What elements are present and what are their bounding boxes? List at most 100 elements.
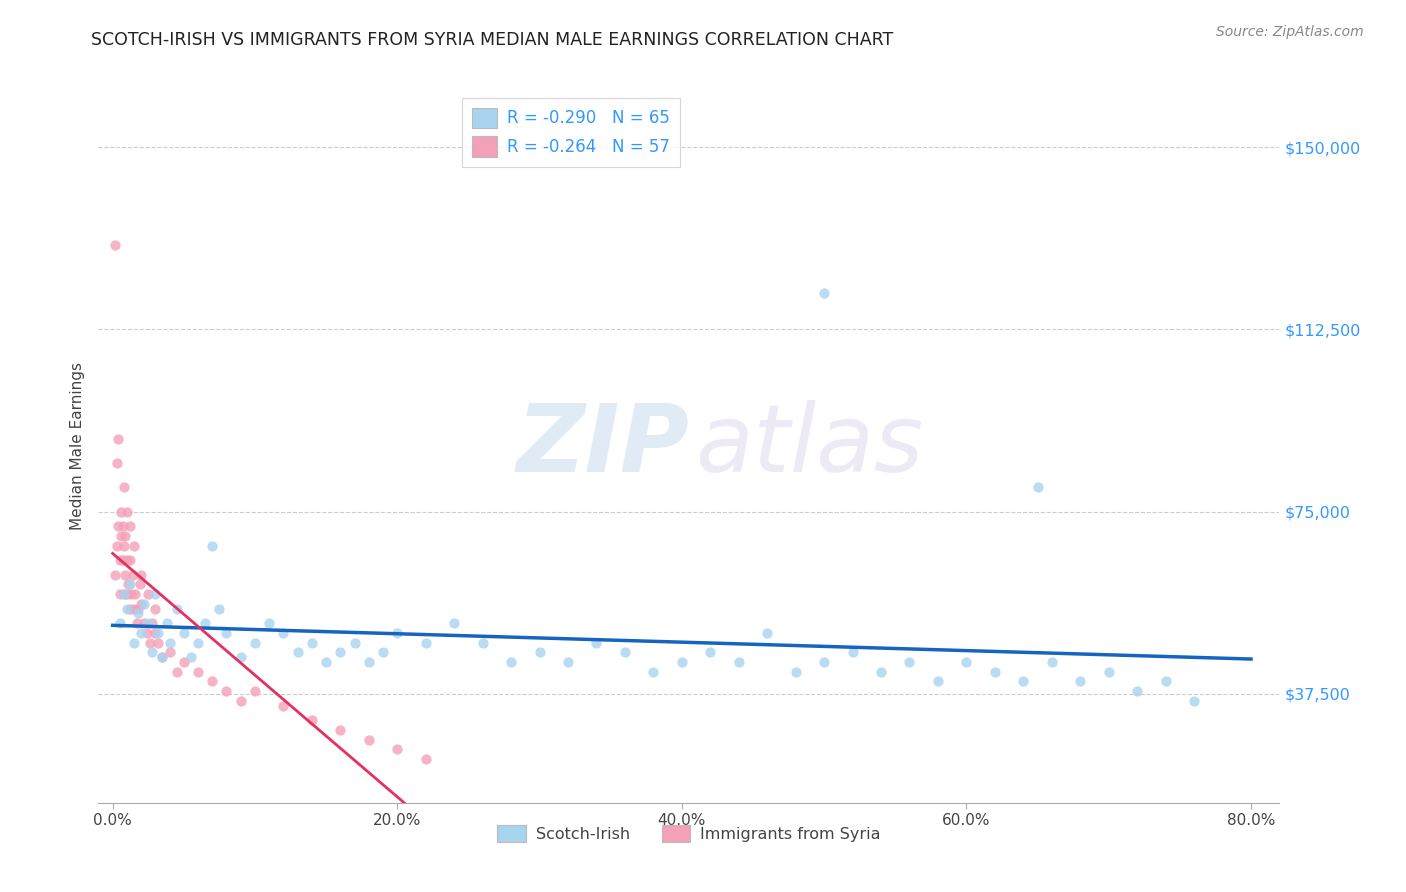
Point [107, 432, 129, 446]
Point [143, 587, 166, 601]
Point [118, 519, 141, 533]
Point [785, 665, 807, 679]
Point [1154, 674, 1177, 689]
Point [329, 723, 352, 737]
Point [129, 567, 152, 582]
Point [371, 645, 394, 659]
Point [108, 616, 131, 631]
Point [301, 635, 323, 649]
Point [143, 626, 166, 640]
Point [215, 626, 238, 640]
Point [111, 519, 134, 533]
Point [643, 665, 665, 679]
Point [105, 539, 128, 553]
Point [132, 597, 155, 611]
Point [141, 645, 163, 659]
Point [415, 752, 437, 766]
Point [529, 645, 551, 659]
Point [215, 684, 238, 698]
Point [132, 616, 155, 631]
Point [152, 650, 174, 665]
Point [127, 601, 149, 615]
Point [110, 504, 132, 518]
Point [315, 655, 337, 669]
Point [124, 587, 146, 601]
Point [357, 655, 380, 669]
Point [112, 480, 135, 494]
Point [156, 616, 179, 631]
Point [756, 626, 779, 640]
Point [257, 616, 280, 631]
Point [127, 607, 149, 621]
Point [1026, 480, 1049, 494]
Point [1098, 665, 1121, 679]
Point [129, 626, 152, 640]
Point [229, 694, 252, 708]
Point [118, 553, 141, 567]
Point [112, 587, 135, 601]
Point [443, 616, 465, 631]
Point [1182, 694, 1205, 708]
Point [841, 645, 863, 659]
Point [273, 626, 295, 640]
Point [108, 587, 131, 601]
Point [813, 286, 835, 301]
Point [329, 645, 352, 659]
Point [984, 665, 1007, 679]
Point [115, 504, 138, 518]
Point [813, 655, 835, 669]
Text: Source: ZipAtlas.com: Source: ZipAtlas.com [1216, 25, 1364, 39]
Point [107, 519, 129, 533]
Point [115, 553, 138, 567]
Point [343, 635, 366, 649]
Point [955, 655, 977, 669]
Point [1069, 674, 1091, 689]
Point [173, 626, 195, 640]
Point [180, 650, 202, 665]
Point [194, 616, 217, 631]
Point [110, 529, 132, 543]
Point [105, 456, 128, 470]
Point [159, 635, 181, 649]
Point [187, 665, 209, 679]
Text: ZIP: ZIP [516, 400, 689, 492]
Point [557, 655, 579, 669]
Point [357, 732, 380, 747]
Point [287, 645, 309, 659]
Point [129, 597, 152, 611]
Point [112, 539, 135, 553]
Point [104, 237, 127, 252]
Point [120, 587, 142, 601]
Point [243, 684, 266, 698]
Point [141, 616, 163, 631]
Point [117, 577, 139, 591]
Point [870, 665, 893, 679]
Point [135, 626, 157, 640]
Point [136, 616, 159, 631]
Text: atlas: atlas [695, 401, 924, 491]
Point [1040, 655, 1063, 669]
Point [118, 577, 141, 591]
Point [122, 635, 145, 649]
Point [114, 529, 136, 543]
Point [136, 587, 159, 601]
Point [148, 626, 170, 640]
Point [122, 539, 145, 553]
Point [387, 626, 409, 640]
Point [1012, 674, 1035, 689]
Point [111, 553, 134, 567]
Point [613, 645, 636, 659]
Point [671, 655, 693, 669]
Y-axis label: Median Male Earnings: Median Male Earnings [69, 362, 84, 530]
Point [128, 577, 150, 591]
Text: SCOTCH-IRISH VS IMMIGRANTS FROM SYRIA MEDIAN MALE EARNINGS CORRELATION CHART: SCOTCH-IRISH VS IMMIGRANTS FROM SYRIA ME… [91, 31, 894, 49]
Point [118, 601, 141, 615]
Point [201, 539, 224, 553]
Point [387, 742, 409, 756]
Point [273, 698, 295, 713]
Point [125, 616, 148, 631]
Point [229, 650, 252, 665]
Point [727, 655, 749, 669]
Point [187, 635, 209, 649]
Point [104, 567, 127, 582]
